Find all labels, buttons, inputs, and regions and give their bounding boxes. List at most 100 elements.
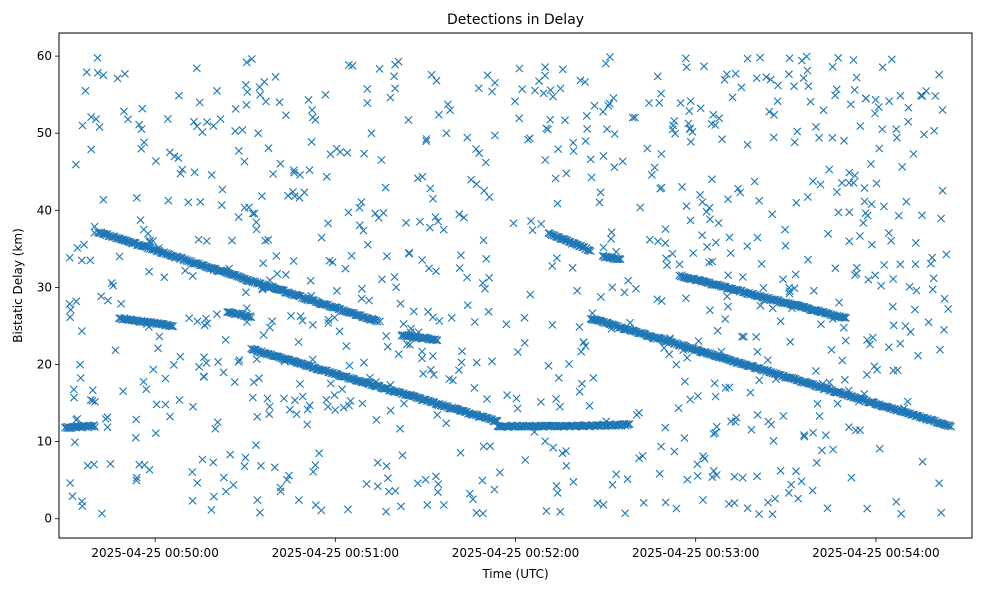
detection-point bbox=[679, 346, 688, 355]
detection-point bbox=[792, 301, 801, 310]
detection-point bbox=[800, 432, 809, 441]
detection-point bbox=[165, 148, 174, 157]
detection-point bbox=[434, 110, 443, 119]
detection-point bbox=[515, 64, 524, 73]
detection-point bbox=[226, 450, 235, 459]
detection-point bbox=[307, 137, 316, 146]
detection-point bbox=[359, 358, 368, 367]
y-axis: 0 10 20 30 40 50 60 bbox=[37, 49, 59, 526]
detection-point bbox=[295, 193, 304, 202]
detection-point bbox=[234, 357, 243, 366]
detection-point bbox=[555, 402, 564, 411]
detection-point bbox=[839, 313, 848, 322]
detection-point bbox=[169, 322, 178, 331]
detection-point bbox=[638, 452, 647, 460]
detection-point bbox=[386, 380, 395, 389]
detection-point bbox=[922, 87, 931, 95]
detection-point bbox=[892, 133, 901, 142]
detection-point bbox=[231, 127, 240, 136]
detection-point bbox=[332, 286, 341, 295]
detection-point bbox=[553, 488, 562, 497]
detection-point bbox=[463, 301, 472, 310]
detection-point bbox=[253, 412, 262, 421]
detection-point bbox=[373, 317, 382, 326]
detection-point bbox=[80, 240, 88, 249]
detection-point bbox=[115, 252, 124, 261]
detection-point bbox=[66, 479, 75, 487]
detection-point bbox=[672, 360, 681, 369]
detection-point bbox=[674, 404, 683, 413]
detection-point bbox=[686, 216, 695, 225]
detection-point bbox=[537, 220, 546, 228]
detection-point bbox=[877, 281, 886, 290]
detection-point bbox=[195, 362, 204, 371]
detection-point bbox=[515, 114, 524, 123]
detection-point bbox=[724, 355, 733, 364]
detection-point bbox=[192, 64, 201, 73]
detection-point bbox=[225, 264, 234, 273]
detection-point bbox=[753, 410, 762, 419]
detection-point bbox=[264, 349, 272, 358]
detection-point bbox=[198, 455, 207, 464]
detection-point bbox=[811, 367, 820, 375]
detection-point bbox=[682, 63, 691, 72]
detection-point bbox=[706, 215, 714, 224]
detection-point bbox=[565, 360, 573, 368]
detection-point bbox=[797, 56, 806, 65]
detection-point bbox=[324, 219, 333, 228]
detection-point bbox=[793, 127, 802, 136]
detection-point bbox=[467, 175, 476, 184]
detection-point bbox=[248, 393, 257, 402]
detection-point bbox=[259, 259, 268, 268]
detection-point bbox=[947, 422, 955, 431]
detection-point bbox=[889, 321, 898, 330]
detection-point bbox=[710, 379, 719, 388]
detection-point bbox=[414, 328, 423, 337]
detection-point bbox=[463, 133, 472, 142]
detection-point bbox=[935, 479, 944, 488]
detection-point bbox=[324, 318, 333, 327]
detection-point bbox=[804, 82, 813, 91]
detection-point bbox=[581, 137, 590, 146]
detection-point bbox=[936, 345, 944, 354]
detection-point bbox=[862, 370, 871, 379]
detection-point bbox=[698, 231, 707, 240]
detection-point bbox=[610, 163, 619, 172]
x-tick-label: 2025-04-25 00:50:00 bbox=[91, 546, 218, 560]
x-axis: 2025-04-25 00:50:00 2025-04-25 00:51:00 20… bbox=[91, 538, 940, 560]
detection-point bbox=[90, 460, 99, 469]
detection-point bbox=[427, 70, 436, 79]
detection-point bbox=[894, 211, 903, 220]
detection-point bbox=[151, 157, 160, 166]
detection-point bbox=[819, 106, 828, 115]
detection-point bbox=[546, 115, 555, 124]
detection-point bbox=[296, 380, 304, 388]
detection-point bbox=[809, 286, 818, 295]
detection-point bbox=[730, 499, 739, 507]
detection-point bbox=[896, 260, 905, 269]
detection-point bbox=[392, 283, 401, 292]
detection-point bbox=[892, 497, 901, 506]
detection-point bbox=[608, 283, 617, 292]
detection-point bbox=[713, 326, 722, 335]
detection-point bbox=[685, 107, 694, 116]
detection-point bbox=[825, 378, 834, 387]
detection-point bbox=[609, 94, 618, 102]
detection-point bbox=[365, 373, 374, 382]
detection-point bbox=[409, 307, 418, 316]
detection-point bbox=[343, 148, 352, 157]
detection-point bbox=[77, 497, 86, 506]
detection-point bbox=[791, 270, 800, 279]
detection-point bbox=[472, 508, 481, 517]
detection-point bbox=[618, 157, 627, 166]
detection-point bbox=[342, 342, 351, 351]
detection-point bbox=[490, 131, 499, 140]
detection-point bbox=[325, 256, 334, 265]
detection-point bbox=[155, 332, 164, 341]
detection-point bbox=[768, 510, 777, 519]
detection-point bbox=[209, 266, 218, 275]
detection-point bbox=[234, 146, 243, 155]
detection-point bbox=[485, 273, 494, 282]
detection-point bbox=[935, 70, 944, 79]
detection-point bbox=[816, 180, 825, 189]
